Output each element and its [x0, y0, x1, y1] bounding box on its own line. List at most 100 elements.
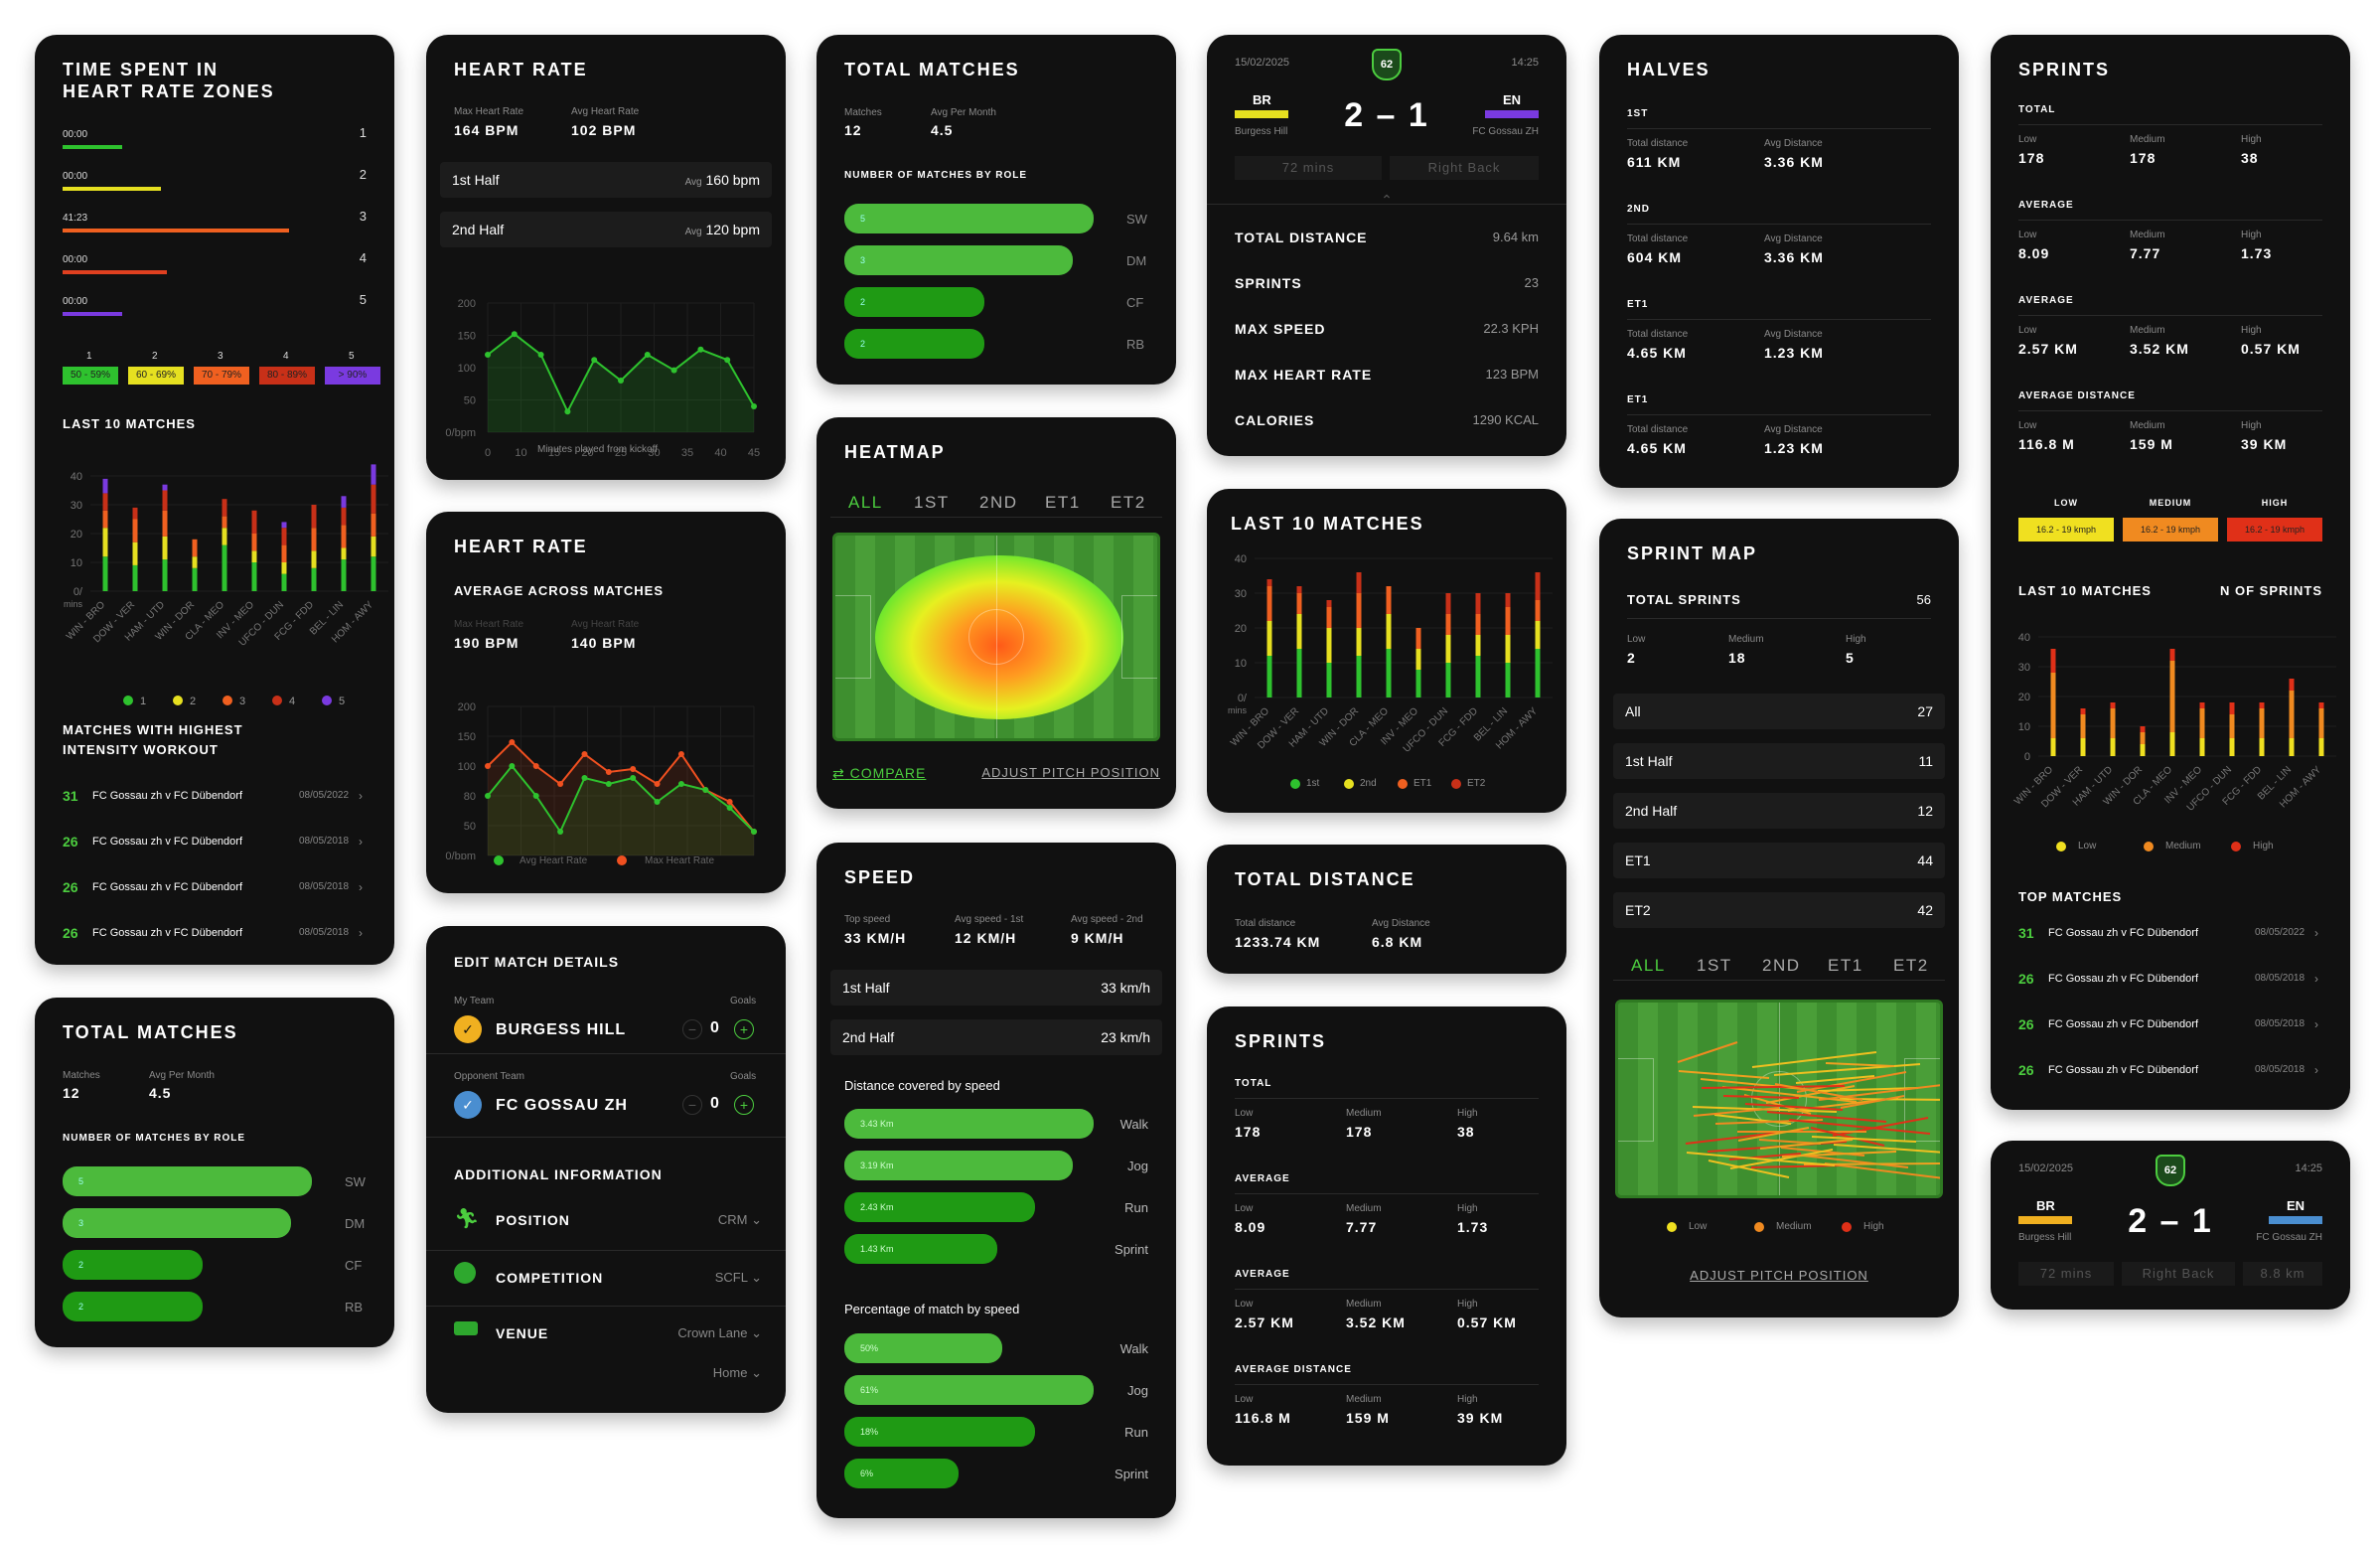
- role-bar: 3: [63, 1208, 291, 1238]
- zone-bar-segment: [132, 542, 138, 565]
- legend-zone-number: 3: [218, 351, 223, 362]
- tab-et2[interactable]: ET2: [1893, 956, 1929, 975]
- edit-match-card: EDIT MATCH DETAILS My Team Goals ✓ BURGE…: [426, 926, 786, 1413]
- level-label: High: [1457, 1203, 1478, 1214]
- heart-rate-point: [751, 403, 757, 409]
- tab-et1[interactable]: ET1: [1828, 956, 1863, 975]
- tab-1st[interactable]: 1ST: [914, 493, 950, 512]
- y-tick-label: 150: [458, 331, 476, 343]
- row-label: 1st Half: [1625, 753, 1673, 769]
- match-row[interactable]: 26 FC Gossau zh v FC Dübendorf 08/05/2018 ›: [63, 879, 367, 897]
- tab-et1[interactable]: ET1: [1045, 493, 1081, 512]
- row-label: 2nd Half: [842, 1029, 895, 1045]
- card-title: EDIT MATCH DETAILS: [454, 954, 620, 970]
- match-row[interactable]: 31 FC Gossau zh v FC Dübendorf 08/05/2022 ›: [2018, 925, 2322, 943]
- first-half-row[interactable]: 1st Half 33 km/h: [830, 970, 1162, 1006]
- competition-select[interactable]: SCFL ⌄: [715, 1270, 762, 1286]
- tab-all[interactable]: ALL: [848, 493, 883, 512]
- tab-all[interactable]: ALL: [1631, 956, 1666, 975]
- match-row[interactable]: 26 FC Gossau zh v FC Dübendorf 08/05/2018 ›: [2018, 1062, 2322, 1080]
- my-goals-value[interactable]: 0: [710, 1019, 719, 1036]
- avg-tag: Avg: [684, 227, 702, 237]
- compare-link[interactable]: ⇄ COMPARE: [832, 765, 926, 782]
- avg-distance-label: Avg Distance: [1764, 233, 1823, 244]
- zone-bar: [63, 312, 122, 316]
- decrement-goals-button[interactable]: −: [682, 1019, 702, 1039]
- second-half-row[interactable]: 2nd Half Avg 120 bpm: [440, 212, 772, 247]
- position-select[interactable]: CRM ⌄: [718, 1212, 762, 1228]
- avg-speed-2-value: 9 KM/H: [1071, 930, 1124, 946]
- distance-title: Distance covered by speed: [844, 1078, 1000, 1093]
- sprint-arrow: [1774, 1083, 1863, 1101]
- y-tick-label: 40: [1235, 553, 1247, 565]
- zone-bar-segment: [311, 505, 317, 529]
- level-value: 116.8 M: [2018, 436, 2075, 452]
- sprint-period-row[interactable]: 1st Half 11: [1613, 743, 1945, 779]
- divider: [1235, 1384, 1539, 1385]
- tab-2nd[interactable]: 2ND: [1762, 956, 1801, 975]
- match-bar-segment: [1475, 635, 1481, 656]
- speed-bar-label: Run: [1124, 1425, 1148, 1440]
- heatmap-card: HEATMAP ALL 1ST 2ND ET1 ET2 ⇄ COMPARE ADJUST…: [817, 417, 1176, 809]
- match-score: 31: [2018, 925, 2034, 941]
- increment-goals-button[interactable]: +: [734, 1019, 754, 1039]
- low-value: 2: [1627, 650, 1636, 666]
- adjust-pitch-link[interactable]: ADJUST PITCH POSITION: [981, 765, 1160, 780]
- zone-bar-segment: [102, 510, 108, 529]
- avg-hr-point: [654, 799, 661, 805]
- zone-bar-segment: [281, 528, 287, 545]
- match-row[interactable]: 26 FC Gossau zh v FC Dübendorf 08/05/2018 ›: [63, 925, 367, 943]
- level-value: 38: [1457, 1124, 1475, 1140]
- avg-hr-value: 140 BPM: [571, 635, 637, 651]
- tab-et2[interactable]: ET2: [1111, 493, 1146, 512]
- max-hr-point: [509, 739, 516, 745]
- avg-hr-point: [581, 775, 588, 781]
- match-row[interactable]: 26 FC Gossau zh v FC Dübendorf 08/05/2018 ›: [63, 834, 367, 851]
- legend-label: High: [1863, 1221, 1884, 1232]
- adjust-pitch-link[interactable]: ADJUST PITCH POSITION: [1690, 1268, 1868, 1283]
- decrement-opp-goals-button[interactable]: −: [682, 1095, 702, 1115]
- level-value: 1.73: [2241, 245, 2273, 261]
- role-label: CF: [1126, 295, 1144, 310]
- first-half-row[interactable]: 1st Half Avg 160 bpm: [440, 162, 772, 198]
- increment-opp-goals-button[interactable]: +: [734, 1095, 754, 1115]
- tab-1st[interactable]: 1ST: [1697, 956, 1732, 975]
- legend-zone-chip: 70 - 79%: [194, 367, 249, 385]
- row-value: 12: [1917, 803, 1933, 819]
- level-value: 0.57 KM: [2241, 341, 2301, 357]
- sprint-period-row[interactable]: ET1 44: [1613, 843, 1945, 878]
- sprint-period-row[interactable]: All 27: [1613, 694, 1945, 729]
- match-row[interactable]: 26 FC Gossau zh v FC Dübendorf 08/05/2018 ›: [2018, 971, 2322, 989]
- role-label: SW: [345, 1174, 366, 1189]
- sprint-period-row[interactable]: 2nd Half 12: [1613, 793, 1945, 829]
- second-half-row[interactable]: 2nd Half 23 km/h: [830, 1019, 1162, 1055]
- x-tick-label: 45: [748, 447, 760, 459]
- y-tick-label: 40: [2018, 632, 2030, 644]
- center-circle: [968, 609, 1024, 665]
- section-title: ET1: [1627, 299, 1649, 310]
- match-bar-segment: [1505, 593, 1511, 607]
- match-bar-segment: [1415, 628, 1421, 649]
- tab-2nd[interactable]: 2ND: [979, 493, 1018, 512]
- legend-label: 3: [239, 696, 245, 707]
- avg-hr-point: [485, 793, 491, 799]
- match-row[interactable]: 31 FC Gossau zh v FC Dübendorf 08/05/2022 ›: [63, 788, 367, 806]
- last10-title: LAST 10 MATCHES: [63, 416, 196, 431]
- legend-dot: [2144, 842, 2154, 851]
- high-value: 5: [1846, 650, 1855, 666]
- collapse-chevron-icon[interactable]: ⌃: [1381, 192, 1393, 208]
- sprint-bar-segment: [2110, 738, 2116, 756]
- match-row[interactable]: 26 FC Gossau zh v FC Dübendorf 08/05/2018 ›: [2018, 1016, 2322, 1034]
- venue-type-select[interactable]: Home ⌄: [713, 1365, 762, 1381]
- away-team-name: FC Gossau ZH: [2256, 1232, 2322, 1243]
- sprint-period-row[interactable]: ET2 42: [1613, 892, 1945, 928]
- venue-select[interactable]: Crown Lane ⌄: [677, 1325, 762, 1341]
- zone-bar: [63, 270, 167, 274]
- row-label: 2nd Half: [1625, 803, 1678, 819]
- legend-dot: [123, 696, 133, 705]
- chevron-right-icon: ›: [2314, 926, 2318, 940]
- avg-hr-point: [702, 787, 709, 793]
- sprint-arrow: [1788, 1119, 1931, 1135]
- opp-goals-value[interactable]: 0: [710, 1095, 719, 1112]
- match-bar-segment: [1356, 593, 1362, 628]
